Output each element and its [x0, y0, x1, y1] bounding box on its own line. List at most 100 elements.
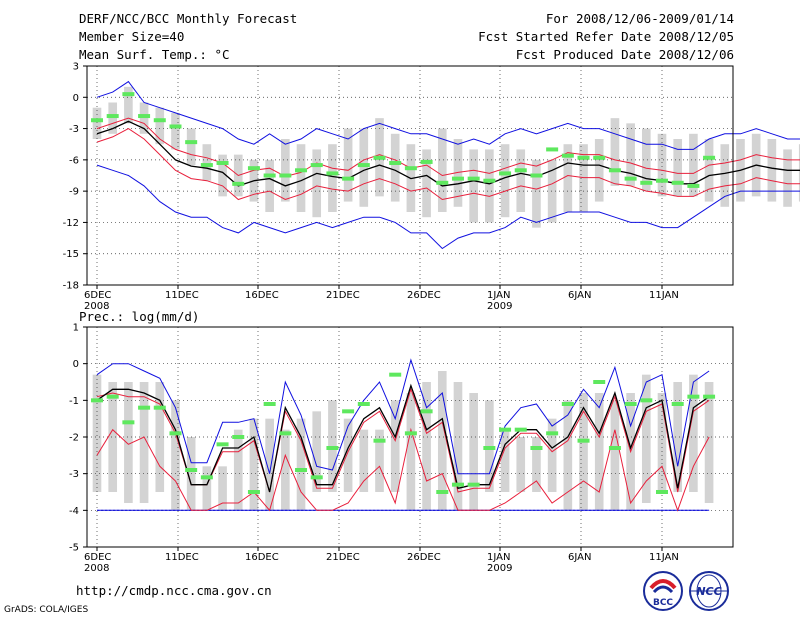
temp-marker-7: [200, 163, 213, 168]
temp-marker-4: [153, 118, 166, 123]
temp-range-bar-22: [437, 128, 447, 212]
prec-x-year-label: 2009: [487, 563, 512, 574]
temp-range-bar-27: [516, 149, 526, 212]
temp-range-bar-4: [155, 107, 165, 145]
prec-marker-26: [499, 427, 512, 432]
temp-range-bar-30: [563, 144, 573, 212]
temp-x-tick-label: 21DEC: [326, 290, 360, 301]
prec-range-bar-38: [689, 374, 698, 492]
variable-label: Mean Surf. Temp.: °C: [79, 47, 230, 62]
source-url[interactable]: http://cmdp.ncc.cma.gov.cn: [76, 583, 272, 598]
prec-marker-20: [404, 431, 417, 436]
prec-marker-23: [451, 482, 464, 487]
temp-range-bar-25: [485, 149, 494, 223]
temp-marker-23: [451, 176, 464, 181]
prec-range-bar-27: [516, 437, 526, 492]
bcc-logo-text: BCC: [653, 598, 673, 608]
temp-marker-15: [326, 171, 339, 176]
prec-marker-32: [593, 380, 606, 384]
temp-marker-14: [310, 163, 323, 168]
prec-range-bar-9: [233, 429, 243, 511]
temp-range-bar-17: [359, 128, 369, 207]
temp-y-tick-label: 0: [73, 93, 79, 104]
prec-x-tick-label: 21DEC: [326, 552, 360, 563]
prec-marker-28: [530, 446, 543, 450]
temp-range-bar-31: [579, 144, 588, 212]
prec-y-tick-label: -5: [69, 543, 79, 554]
temp-range-bar-11: [265, 159, 274, 212]
temp-range-bar-8: [218, 154, 227, 197]
temp-marker-34: [624, 176, 637, 181]
temp-range-bar-19: [390, 133, 400, 202]
temp-line-mean: [96, 120, 800, 187]
prec-range-bar-39: [704, 382, 714, 503]
temp-marker-19: [389, 160, 402, 165]
temp-marker-5: [169, 124, 182, 129]
temp-range-bar-12: [281, 139, 290, 202]
prec-marker-18: [373, 438, 386, 443]
temp-range-bar-7: [202, 144, 212, 181]
prec-range-bar-22: [437, 371, 447, 511]
temp-range-bar-13: [296, 144, 306, 212]
temp-marker-12: [279, 173, 292, 178]
temp-marker-16: [342, 176, 355, 181]
temp-marker-21: [420, 159, 433, 164]
temp-plot-frame: [86, 65, 734, 286]
temp-marker-28: [530, 173, 543, 178]
temp-y-tick-label: -6: [69, 155, 79, 166]
prec-marker-4: [153, 405, 166, 410]
temp-range-bar-15: [328, 144, 337, 212]
prec-range-bar-18: [375, 429, 384, 492]
temp-range-bar-29: [547, 159, 557, 223]
prec-range-bar-3: [139, 382, 149, 503]
prec-marker-9: [232, 435, 245, 439]
member-size: Member Size=40: [79, 29, 185, 44]
prec-marker-34: [624, 402, 637, 406]
temp-marker-13: [295, 168, 308, 173]
prec-y-tick-label: -4: [69, 506, 79, 517]
temp-range-bar-38: [689, 133, 698, 197]
prec-range-bar-8: [218, 466, 227, 511]
temp-marker-25: [483, 178, 496, 183]
prec-range-bar-19: [390, 400, 400, 492]
temp-y-tick-label: -15: [63, 249, 79, 260]
temp-range-bar-32: [594, 139, 604, 202]
prec-y-tick-label: -1: [69, 396, 79, 407]
prec-range-bar-10: [249, 418, 259, 511]
prec-marker-38: [687, 394, 700, 399]
prec-range-bar-23: [453, 382, 463, 511]
produced-date: Fcst Produced Date 2008/12/06: [515, 47, 734, 62]
prec-x-year-label: 2008: [84, 563, 109, 574]
temp-x-tick-label: 6DEC: [84, 290, 111, 301]
temp-y-tick-label: -3: [69, 124, 79, 135]
prec-line-outer-high: [96, 358, 710, 475]
temp-marker-32: [593, 155, 606, 160]
ncc-logo-text: NCC: [696, 585, 721, 598]
prec-marker-15: [326, 446, 339, 450]
prec-marker-22: [436, 490, 449, 494]
prec-x-tick-label: 1JAN: [487, 552, 510, 563]
temp-range-bar-2: [124, 86, 133, 124]
prec-x-tick-label: 16DEC: [245, 552, 279, 563]
prec-range-bar-28: [532, 437, 541, 492]
temp-x-tick-label: 26DEC: [407, 290, 441, 301]
temp-marker-8: [216, 160, 229, 165]
prec-range-bar-17: [359, 429, 369, 492]
forecast-title: DERF/NCC/BCC Monthly Forecast: [79, 11, 298, 26]
prec-marker-6: [185, 468, 198, 472]
temp-range-bar-40: [720, 144, 730, 207]
temp-marker-36: [656, 178, 668, 183]
prec-x-tick-label: 6JAN: [568, 552, 591, 563]
prec-range-bar-35: [641, 374, 651, 503]
prec-marker-0: [91, 398, 103, 403]
temp-range-bar-21: [422, 149, 431, 218]
prec-marker-37: [671, 402, 684, 406]
temp-range-bar-0: [92, 107, 102, 139]
prec-marker-7: [200, 475, 213, 480]
temp-marker-24: [467, 176, 480, 181]
prec-marker-17: [357, 402, 370, 406]
temp-y-tick-label: -12: [63, 218, 79, 229]
temp-x-year-label: 2009: [487, 301, 512, 312]
prec-range-bar-12: [281, 429, 290, 511]
